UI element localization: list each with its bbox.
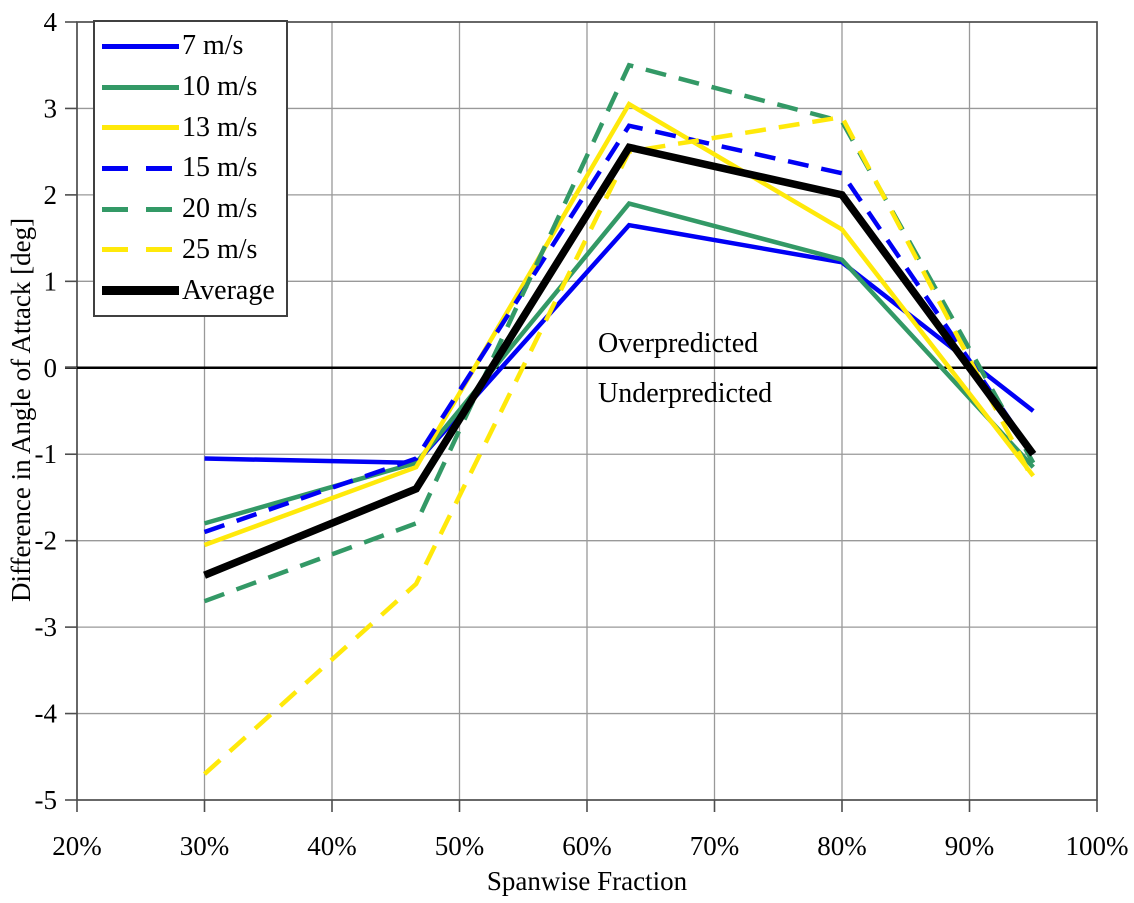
x-axis-title: Spanwise Fraction [487, 866, 688, 896]
legend-item: 10 m/s [102, 73, 284, 101]
series-line-average [203, 143, 1037, 579]
legend-line-sample [102, 43, 179, 49]
legend-item-label: 7 m/s [182, 30, 244, 62]
legend-item: Average [102, 274, 284, 306]
y-tick-label: 4 [44, 7, 58, 37]
y-tick-label: -1 [35, 439, 58, 469]
legend-line-sample [102, 206, 179, 212]
y-tick-label: 0 [44, 353, 58, 383]
x-tick-label: 30% [180, 831, 230, 861]
series-line-10-m-s [203, 200, 1035, 526]
y-tick-label: 3 [44, 93, 58, 123]
x-tick-label: 100% [1066, 831, 1129, 861]
legend-line-sample [102, 247, 179, 253]
annotation-underpredicted: Underpredicted [598, 378, 772, 409]
y-tick-label: 1 [44, 266, 58, 296]
x-tick-label: 70% [690, 831, 740, 861]
y-tick-label: -3 [35, 612, 58, 642]
x-tick-label: 80% [817, 831, 867, 861]
legend-item: 25 m/s [102, 233, 284, 265]
legend-item: 13 m/s [102, 111, 284, 143]
y-tick-label: -5 [35, 785, 58, 815]
x-tick-label: 40% [307, 831, 357, 861]
legend-item-label: 13 m/s [182, 111, 258, 143]
legend-item: 15 m/s [102, 154, 284, 182]
x-tick-label: 60% [562, 831, 612, 861]
series-line-20-m-s [203, 62, 1036, 604]
annotation-overpredicted: Overpredicted [598, 328, 758, 359]
legend-item-label: Average [182, 274, 275, 306]
y-tick-label: 2 [44, 180, 58, 210]
legend: 7 m/s 10 m/s 13 m/s 15 m/s 20 m/s 25 m/s Avera… [93, 20, 288, 317]
x-tick-label: 50% [435, 831, 485, 861]
legend-line-sample [102, 165, 179, 171]
y-tick-label: -2 [35, 526, 58, 556]
legend-item: 7 m/s [102, 32, 284, 60]
legend-line-sample [102, 84, 179, 90]
y-tick-label: -4 [35, 699, 58, 729]
y-axis-title: Difference in Angle of Attack [deg] [6, 218, 36, 602]
legend-item-label: 10 m/s [182, 71, 258, 103]
legend-item: 20 m/s [102, 195, 284, 223]
x-tick-label: 90% [945, 831, 995, 861]
series-line-15-m-s [203, 123, 1036, 535]
legend-item-label: 25 m/s [182, 233, 258, 265]
legend-item-label: 15 m/s [182, 152, 258, 184]
legend-line-sample [102, 125, 179, 131]
x-tick-label: 20% [52, 831, 102, 861]
legend-line-sample [102, 286, 179, 296]
legend-item-label: 20 m/s [182, 193, 258, 225]
series-line-13-m-s [203, 101, 1036, 548]
